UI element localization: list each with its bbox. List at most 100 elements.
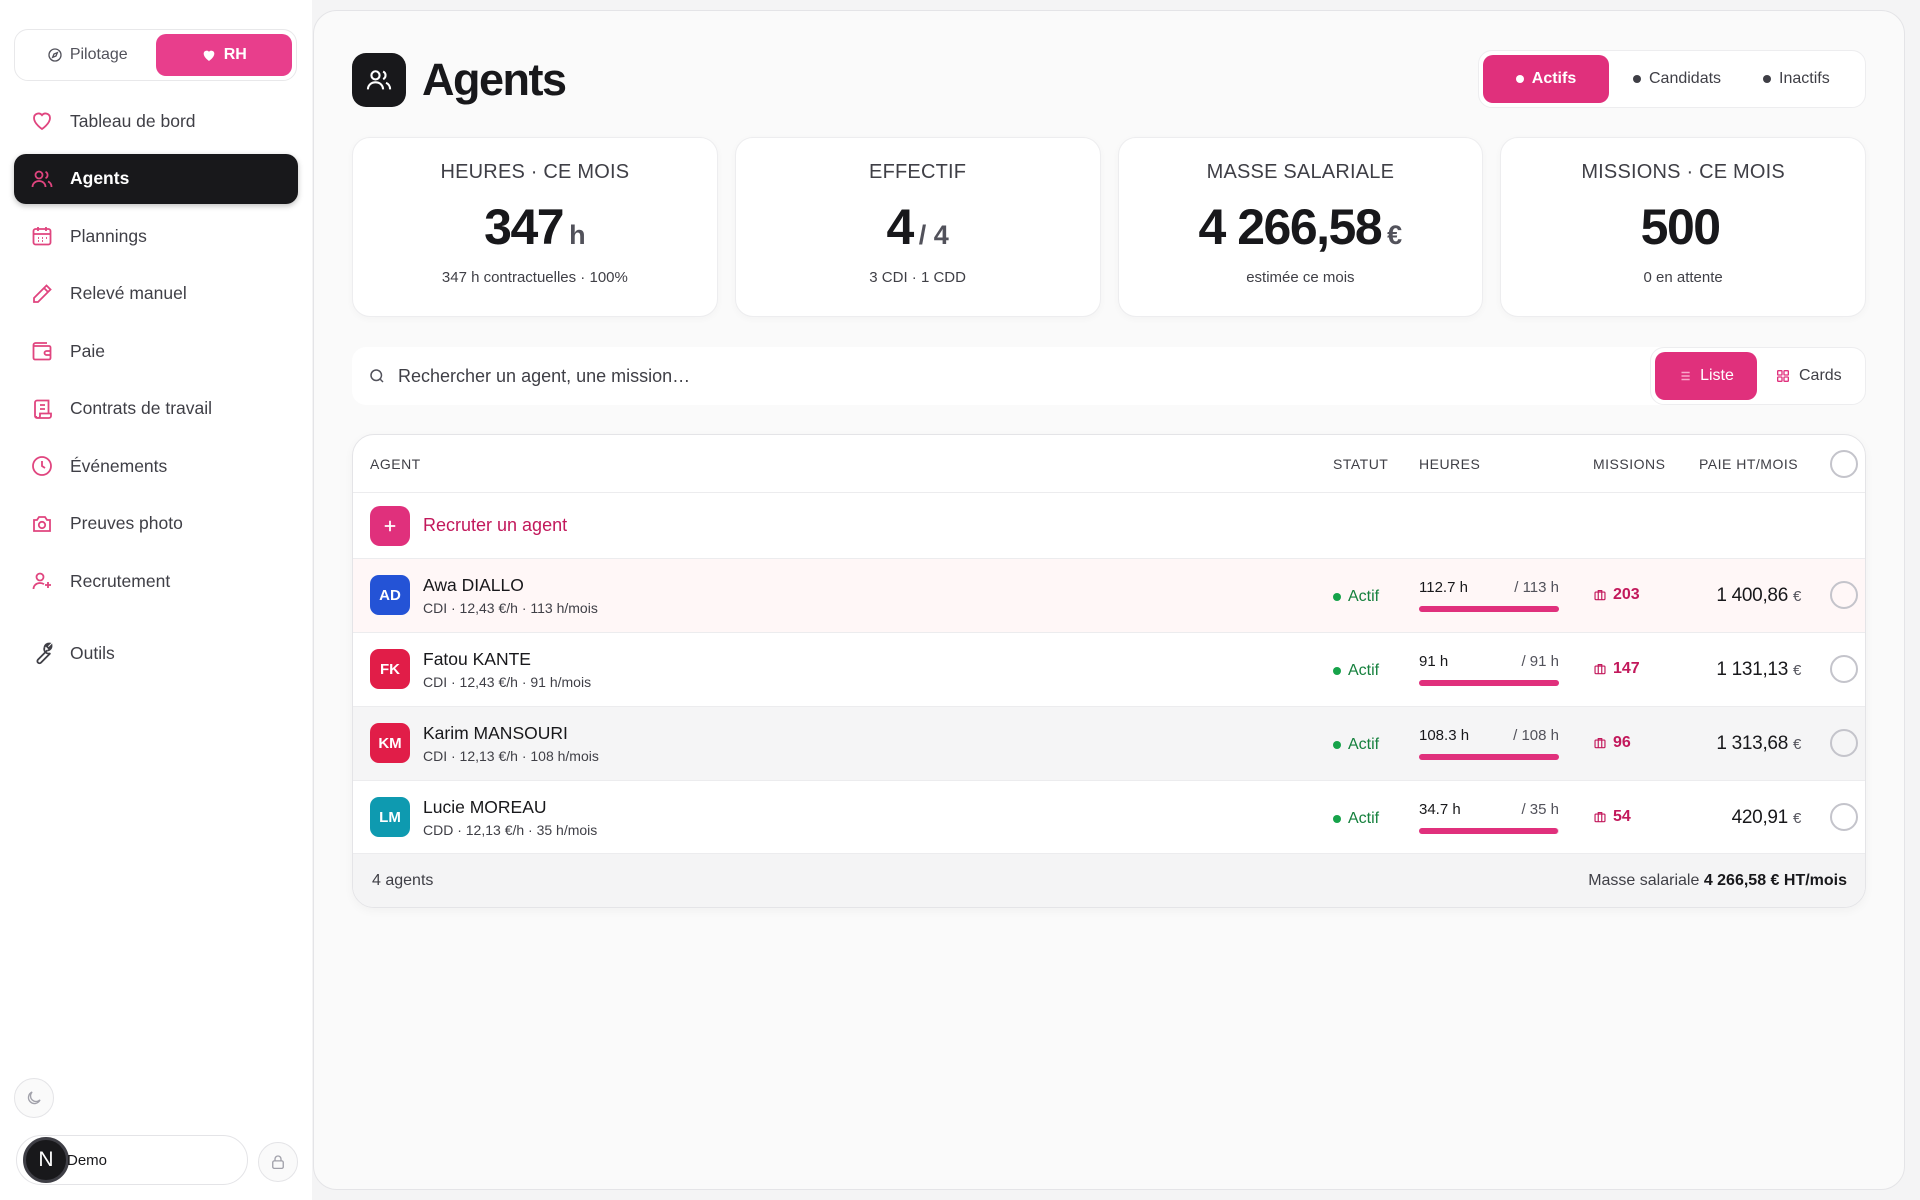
sidebar-item-tableau-de-bord[interactable]: Tableau de bord (14, 96, 298, 146)
sidebar-nav: Tableau de bord Agents Plannings Relevé … (14, 96, 298, 686)
sidebar-item-agents[interactable]: Agents (14, 153, 298, 204)
status-badge: Actif (1333, 662, 1379, 680)
agent-name[interactable]: Awa DIALLO (423, 575, 524, 595)
stat-label: MISSIONS · CE MOIS (1581, 161, 1785, 183)
status-badge: Actif (1333, 588, 1379, 606)
tab-label: Inactifs (1779, 70, 1830, 87)
sidebar-item-label: Événements (70, 455, 168, 476)
column-status: STATUT (1333, 456, 1389, 472)
hours-progress-bar (1419, 754, 1559, 760)
sidebar-item-label: Outils (70, 642, 115, 663)
payroll-total: Masse salariale 4 266,58 € HT/mois (1588, 872, 1847, 890)
avatar: N (23, 1137, 69, 1183)
lock-button[interactable] (258, 1142, 298, 1182)
status-dot-icon (1333, 815, 1341, 823)
plus-icon (370, 505, 410, 546)
moon-icon (25, 1089, 43, 1107)
missions-count: 203 (1593, 586, 1640, 604)
column-missions: MISSIONS (1593, 456, 1666, 472)
pay-amount: 1 400,86 € (1716, 585, 1801, 607)
stat-value: 500 (1501, 198, 1865, 256)
sidebar-item-label: Recrutement (70, 570, 171, 591)
dot-icon (1515, 75, 1524, 83)
hours-progress-fill (1419, 680, 1559, 686)
mode-rh-button[interactable]: RH (155, 34, 292, 76)
stat-unit: h (569, 220, 586, 250)
tab-candidats[interactable]: Candidats (1615, 55, 1739, 103)
sidebar-item-preuves-photo[interactable]: Preuves photo (14, 499, 298, 549)
calendar-icon (28, 222, 56, 250)
stat-number: 4 266,58 (1198, 199, 1383, 255)
agent-name[interactable]: Lucie MOREAU (423, 797, 547, 817)
view-list-button[interactable]: Liste (1655, 352, 1757, 400)
missions-value: 203 (1613, 586, 1640, 603)
hours-worked: 108.3 h (1419, 727, 1470, 744)
row-select-checkbox[interactable] (1830, 655, 1858, 683)
stat-unit: € (1387, 220, 1403, 250)
hours-contract: / 91 h (1521, 653, 1559, 670)
view-cards-button[interactable]: Cards (1763, 352, 1854, 400)
recruit-agent-button[interactable]: Recruter un agent (353, 493, 1865, 559)
dot-icon (1763, 75, 1772, 83)
avatar: AD (370, 575, 410, 615)
avatar: FK (370, 649, 410, 689)
hours-progress-bar (1419, 828, 1559, 834)
user-menu[interactable]: N Demo (16, 1135, 248, 1185)
pay-value: 1 400,86 (1716, 585, 1788, 606)
sidebar-item-evenements[interactable]: Événements (14, 441, 298, 491)
missions-value: 147 (1613, 660, 1640, 677)
table-header: AGENT STATUT HEURES MISSIONS PAIE HT/MOI… (353, 435, 1865, 493)
hours-worked: 34.7 h (1419, 801, 1461, 818)
mode-pilotage-button[interactable]: Pilotage (19, 34, 156, 76)
search-bar: Liste Cards (352, 347, 1866, 405)
sidebar-item-outils[interactable]: Outils (14, 628, 298, 678)
tab-label: Candidats (1649, 70, 1722, 87)
table-row[interactable]: AD Awa DIALLO CDI · 12,43 €/h · 113 h/mo… (353, 559, 1865, 633)
sidebar-item-contrats[interactable]: Contrats de travail (14, 384, 298, 434)
search-icon (368, 367, 386, 385)
tab-inactifs[interactable]: Inactifs (1745, 55, 1848, 103)
stat-card-hours: HEURES · CE MOIS 347 h 347 h contractuell… (352, 137, 718, 317)
heart-icon (201, 47, 217, 63)
sidebar-item-label: Relevé manuel (70, 283, 187, 303)
agent-count: 4 agents (372, 872, 434, 889)
sidebar-item-label: Agents (70, 168, 130, 188)
missions-count: 54 (1593, 808, 1631, 826)
sidebar-item-label: Plannings (70, 225, 147, 246)
list-icon (1678, 369, 1692, 383)
agent-name[interactable]: Karim MANSOURI (423, 723, 568, 743)
camera-icon (28, 510, 56, 538)
sidebar-item-recrutement[interactable]: Recrutement (14, 556, 298, 606)
agent-meta: CDI · 12,43 €/h · 91 h/mois (423, 674, 592, 690)
table-row[interactable]: KM Karim MANSOURI CDI · 12,13 €/h · 108 … (353, 707, 1865, 781)
stat-card-missions: MISSIONS · CE MOIS 500 0 en attente (1500, 137, 1866, 317)
avatar: KM (370, 723, 410, 763)
sidebar-item-label: Contrats de travail (70, 398, 213, 418)
column-pay: PAIE HT/MOIS (1699, 456, 1799, 472)
row-select-checkbox[interactable] (1830, 729, 1858, 757)
select-all-checkbox[interactable] (1830, 450, 1858, 478)
wrench-icon (28, 639, 56, 667)
sidebar-item-plannings[interactable]: Plannings (14, 211, 298, 261)
row-select-checkbox[interactable] (1830, 803, 1858, 831)
pay-amount: 1 313,68 € (1716, 733, 1801, 755)
theme-toggle-button[interactable] (14, 1078, 54, 1118)
tab-actifs[interactable]: Actifs (1483, 55, 1609, 103)
view-list-label: Liste (1700, 367, 1734, 384)
table-row[interactable]: FK Fatou KANTE CDI · 12,43 €/h · 91 h/mo… (353, 633, 1865, 707)
hours-progress-bar (1419, 606, 1559, 612)
row-select-checkbox[interactable] (1830, 581, 1858, 609)
stat-subtitle: 347 h contractuelles · 100% (441, 269, 628, 286)
agent-name[interactable]: Fatou KANTE (423, 649, 531, 669)
sidebar-item-paie[interactable]: Paie (14, 326, 298, 376)
view-switch: Liste Cards (1650, 347, 1866, 405)
missions-count: 96 (1593, 734, 1631, 752)
stat-label: HEURES · CE MOIS (440, 161, 630, 183)
sidebar-item-releve-manuel[interactable]: Relevé manuel (14, 269, 298, 319)
status-label: Actif (1348, 662, 1380, 679)
table-row[interactable]: LM Lucie MOREAU CDD · 12,13 €/h · 35 h/m… (353, 781, 1865, 855)
pay-currency: € (1792, 662, 1801, 679)
sidebar-item-label: Tableau de bord (70, 110, 196, 131)
lock-icon (269, 1153, 287, 1171)
search-input[interactable] (398, 365, 1598, 387)
